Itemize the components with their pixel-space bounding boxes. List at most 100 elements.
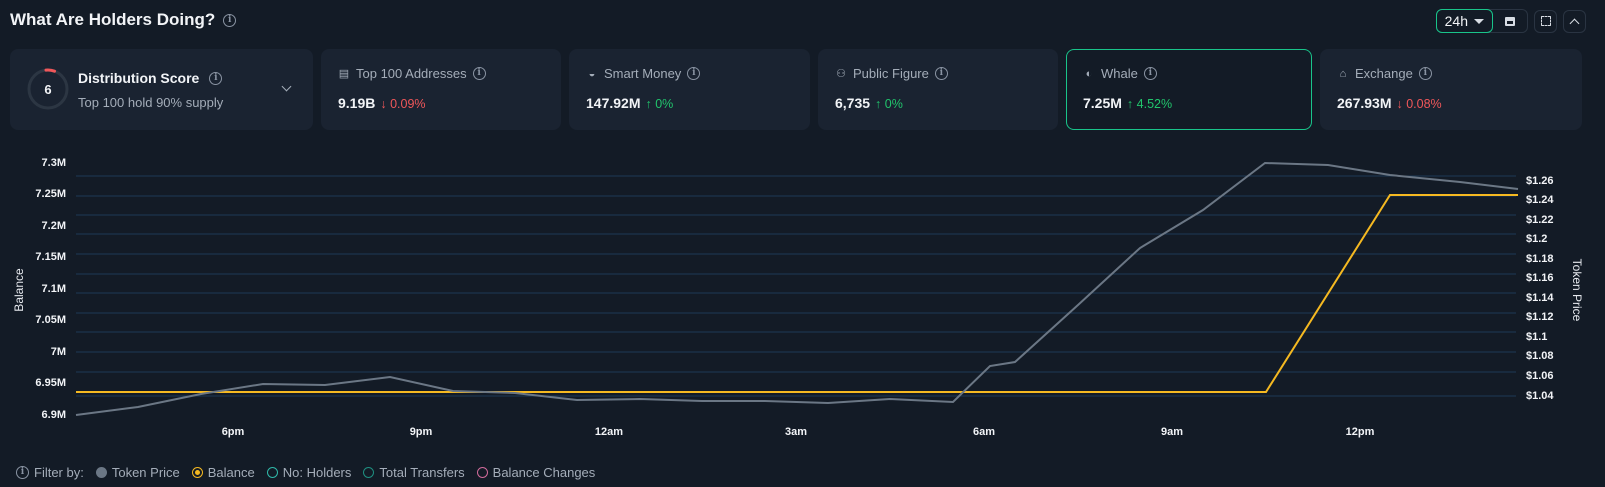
filter-no-holders[interactable]: No: Holders — [266, 465, 352, 480]
page-title: What Are Holders Doing? — [10, 10, 216, 29]
svg-text:7.1M: 7.1M — [42, 283, 66, 295]
card-value: 6,735 — [835, 95, 871, 111]
card-label: Smart Money — [604, 66, 682, 81]
filter-label-text: Balance — [207, 465, 255, 480]
svg-text:$1.06: $1.06 — [1526, 370, 1554, 382]
svg-text:6am: 6am — [973, 426, 995, 438]
left-axis: 7.3M 7.25M 7.2M 7.15M 7.1M 7.05M 7M 6.95… — [35, 157, 66, 421]
card-smart-money[interactable]: ◒ Smart Money i 147.92M ↑ 0% — [569, 49, 810, 130]
card-value: 7.25M — [1083, 95, 1122, 111]
filter-token-price[interactable]: Token Price — [95, 465, 180, 480]
filter-label-text: No: Holders — [282, 465, 352, 480]
info-icon[interactable]: i — [1143, 67, 1157, 80]
svg-text:$1.26: $1.26 — [1526, 175, 1554, 187]
arrow-up-icon: ↑ — [875, 97, 882, 111]
info-icon[interactable]: i — [223, 13, 237, 27]
distribution-score-card[interactable]: 6 Distribution Score i Top 100 hold 90% … — [10, 49, 313, 130]
svg-text:$1.1: $1.1 — [1526, 331, 1547, 343]
info-icon[interactable]: i — [687, 67, 701, 80]
fullscreen-button[interactable] — [1534, 9, 1557, 33]
svg-text:$1.22: $1.22 — [1526, 214, 1554, 226]
svg-text:$1.18: $1.18 — [1526, 253, 1554, 265]
card-whale[interactable]: ◐ Whale i 7.25M ↑ 4.52% — [1066, 49, 1312, 130]
score-value: 6 — [44, 81, 52, 97]
svg-text:$1.04: $1.04 — [1526, 390, 1554, 402]
range-group: 24h — [1435, 9, 1528, 33]
svg-text:6.9M: 6.9M — [42, 409, 66, 421]
caret-down-icon — [1474, 18, 1484, 24]
card-top-100-addresses[interactable]: ▤ Top 100 Addresses i 9.19B ↓ 0.09% — [321, 49, 561, 130]
y2-axis-title: Token Price — [1570, 259, 1584, 322]
svg-text:$1.2: $1.2 — [1526, 233, 1547, 245]
grid-lines — [76, 175, 1516, 397]
svg-text:9am: 9am — [1161, 426, 1183, 438]
svg-text:6pm: 6pm — [222, 426, 245, 438]
svg-text:$1.16: $1.16 — [1526, 272, 1554, 284]
card-change: 0% — [884, 97, 903, 111]
filter-label-text: Total Transfers — [379, 465, 465, 480]
svg-text:7.05M: 7.05M — [35, 314, 66, 326]
svg-text:$1.12: $1.12 — [1526, 311, 1554, 323]
arrow-down-icon: ↓ — [380, 97, 387, 111]
score-ring-icon — [27, 68, 69, 110]
card-label: Public Figure — [853, 66, 929, 81]
svg-text:7.2M: 7.2M — [42, 220, 66, 232]
filter-by-text: Filter by: — [34, 465, 84, 480]
svg-text:7M: 7M — [51, 346, 66, 358]
person-icon: ⚇ — [836, 68, 846, 80]
collapse-button[interactable] — [1563, 9, 1586, 33]
arrow-down-icon: ↓ — [1396, 97, 1403, 111]
distribution-title: Distribution Score i — [78, 70, 223, 86]
card-public-figure[interactable]: ⚇ Public Figure i 6,735 ↑ 0% — [818, 49, 1058, 130]
card-change: 0.08% — [1406, 97, 1442, 111]
filter-balance[interactable]: Balance — [191, 465, 255, 480]
svg-text:$1.14: $1.14 — [1526, 292, 1554, 304]
info-icon[interactable]: i — [472, 67, 486, 80]
arrow-up-icon: ↑ — [645, 97, 652, 111]
card-label: Top 100 Addresses — [356, 66, 467, 81]
distribution-subtitle: Top 100 hold 90% supply — [78, 95, 224, 110]
chevron-down-icon[interactable] — [281, 81, 292, 92]
card-change: 4.52% — [1136, 97, 1173, 111]
card-label: Whale — [1101, 66, 1138, 81]
time-range-dropdown[interactable]: 24h — [1435, 9, 1493, 33]
info-icon[interactable]: i — [934, 67, 948, 80]
card-change: 0% — [655, 97, 674, 111]
y-axis-title: Balance — [12, 268, 26, 312]
info-icon[interactable]: i — [1418, 67, 1432, 80]
filter-bar: i Filter by: Token Price Balance No: Hol… — [16, 465, 595, 480]
filled-radio-icon — [95, 467, 107, 478]
svg-text:6.95M: 6.95M — [35, 377, 66, 389]
holders-chart[interactable]: 7.3M 7.25M 7.2M 7.15M 7.1M 7.05M 7M 6.95… — [0, 140, 1605, 440]
svg-text:7.3M: 7.3M — [42, 157, 66, 169]
svg-text:9pm: 9pm — [410, 426, 433, 438]
svg-text:7.25M: 7.25M — [35, 188, 66, 200]
card-value: 9.19B — [338, 95, 376, 111]
filter-label-text: Token Price — [111, 465, 180, 480]
info-icon: i — [16, 466, 29, 479]
whale-icon: ◐ — [1085, 67, 1093, 80]
filter-label: i Filter by: — [16, 465, 84, 480]
chevron-up-icon — [1569, 18, 1580, 28]
selected-radio-icon — [191, 467, 203, 478]
card-exchange[interactable]: ⌂ Exchange i 267.93M ↓ 0.08% — [1320, 49, 1582, 130]
info-icon[interactable]: i — [209, 71, 223, 85]
svg-text:3am: 3am — [785, 426, 807, 438]
chart-controls: 24h — [1435, 9, 1586, 33]
svg-text:12pm: 12pm — [1346, 426, 1375, 438]
balance-line — [76, 194, 1518, 393]
calendar-button[interactable] — [1492, 10, 1527, 32]
filter-total-transfers[interactable]: Total Transfers — [363, 465, 465, 480]
calendar-icon — [1504, 16, 1515, 26]
time-range-value: 24h — [1444, 13, 1468, 29]
holder-cards: 6 Distribution Score i Top 100 hold 90% … — [10, 49, 1582, 130]
svg-text:$1.08: $1.08 — [1526, 350, 1554, 362]
card-value: 267.93M — [1337, 95, 1392, 111]
token-price-line — [75, 161, 1519, 416]
filter-balance-changes[interactable]: Balance Changes — [476, 465, 595, 480]
svg-text:7.15M: 7.15M — [35, 251, 66, 263]
svg-text:$1.24: $1.24 — [1526, 194, 1554, 206]
cash-icon: ▤ — [338, 68, 350, 80]
expand-icon — [1540, 16, 1551, 26]
x-axis: 6pm 9pm 12am 3am 6am 9am 12pm — [222, 426, 1375, 438]
